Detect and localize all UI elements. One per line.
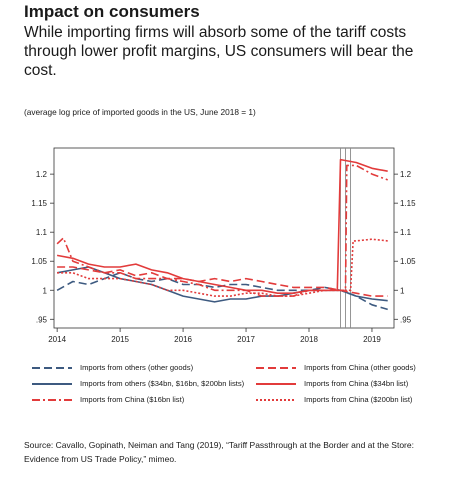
legend-item-others-other-goods: Imports from others (other goods) xyxy=(32,363,193,372)
source-note: Source: Cavallo, Gopinath, Neiman and Ta… xyxy=(24,440,414,464)
chart-subtitle: While importing firms will absorb some o… xyxy=(24,24,414,79)
y-tick-label-left: 1.15 xyxy=(31,199,47,208)
x-tick-label: 2015 xyxy=(111,335,129,344)
plot-frame xyxy=(53,147,395,329)
legend-swatch xyxy=(256,366,296,369)
legend-item-china-other-goods: Imports from China (other goods) xyxy=(256,363,416,372)
series-line-4 xyxy=(56,158,388,294)
y-tick-label-left: .95 xyxy=(36,315,48,324)
series-line-5 xyxy=(57,238,388,297)
chart-title: Impact on consumers xyxy=(24,2,200,21)
y-tick-label-left: 1.1 xyxy=(36,228,48,237)
y-tick-label-right: 1 xyxy=(400,286,405,295)
legend-swatch xyxy=(32,382,72,385)
legend-item-china-34bn: Imports from China ($34bn list) xyxy=(256,379,408,388)
legend-label: Imports from China ($34bn list) xyxy=(304,379,409,388)
legend-label: Imports from China ($16bn list) xyxy=(80,395,185,404)
line-chart: .95 .95 1 1 1.05 1.05 1.1 1.1 1.15 1.15 1.2 1.2 2014… xyxy=(31,147,416,344)
legend-label: Imports from others (other goods) xyxy=(80,363,194,372)
legend-label: Imports from others ($34bn, $16bn, $200b… xyxy=(80,379,245,388)
legend-swatch xyxy=(256,382,296,385)
legend-label: Imports from China ($200bn list) xyxy=(304,395,413,404)
legend-swatch xyxy=(256,398,296,401)
y-tick-label-right: 1.2 xyxy=(400,170,412,179)
series-line-2 xyxy=(56,164,388,297)
legend-item-china-16bn: Imports from China ($16bn list) xyxy=(32,395,184,404)
series-line-3 xyxy=(57,266,388,297)
y-tick-label-left: 1.2 xyxy=(36,170,48,179)
legend-label: Imports from China (other goods) xyxy=(304,363,416,372)
legend-swatch xyxy=(32,366,72,369)
y-tick-label-left: 1 xyxy=(43,286,48,295)
y-tick-label-right: 1.05 xyxy=(400,257,416,266)
chart-note: (average log price of imported goods in … xyxy=(24,107,256,117)
x-tick-label: 2019 xyxy=(363,335,381,344)
x-tick-label: 2014 xyxy=(48,335,66,344)
x-tick-label: 2018 xyxy=(300,335,318,344)
x-tick-label: 2016 xyxy=(174,335,192,344)
y-tick-label-right: 1.15 xyxy=(400,199,416,208)
y-tick-label-right: .95 xyxy=(400,315,412,324)
legend-swatch xyxy=(32,398,72,401)
y-tick-label-right: 1.1 xyxy=(400,228,412,237)
legend-item-china-200bn: Imports from China ($200bn list) xyxy=(256,395,412,404)
legend-item-others-lists: Imports from others ($34bn, $16bn, $200b… xyxy=(32,379,244,388)
x-tick-label: 2017 xyxy=(237,335,255,344)
y-tick-label-left: 1.05 xyxy=(31,257,47,266)
